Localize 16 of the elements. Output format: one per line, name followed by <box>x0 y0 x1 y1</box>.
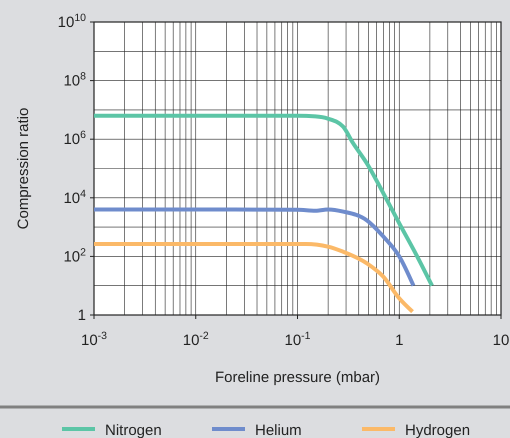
y-tick-label: 10$^{4}$ <box>63 188 86 207</box>
y-tick-label: 10$^{2}$ <box>63 246 86 266</box>
y-tick-label: 10$^{10}$ <box>58 12 86 31</box>
x-tick-label: 10 <box>492 332 510 349</box>
y-tick-label: 10$^{6}$ <box>63 129 86 148</box>
y-tick-label: 1 <box>78 307 86 324</box>
y-tick-label: 10$^{8}$ <box>63 70 86 90</box>
x-tick-label: 10$^{-3}$ <box>80 330 108 349</box>
legend-label: Hydrogen <box>405 422 470 438</box>
legend-label: Helium <box>255 422 302 438</box>
y-axis-title: Compression ratio <box>15 108 32 230</box>
legend-label: Nitrogen <box>105 422 162 438</box>
x-tick-label: 10$^{-2}$ <box>182 330 209 349</box>
x-tick-label: 1 <box>395 332 404 349</box>
x-axis-title: Foreline pressure (mbar) <box>214 369 380 386</box>
x-tick-label: 10$^{-1}$ <box>284 330 311 349</box>
